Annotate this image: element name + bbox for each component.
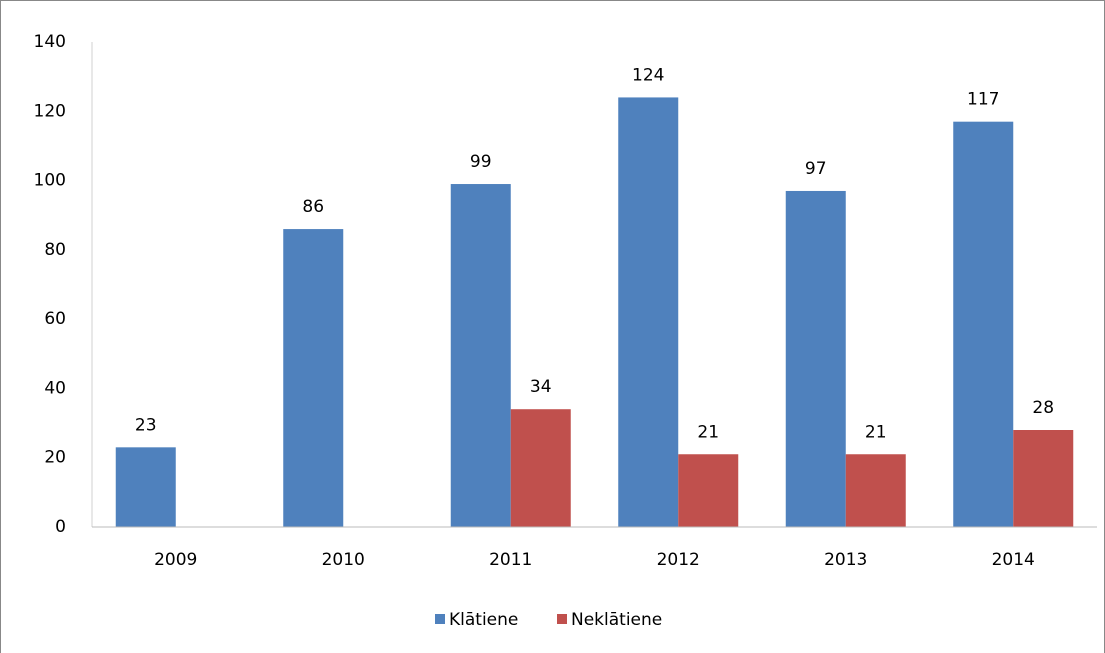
- bar: [618, 97, 679, 527]
- x-tick-label: 2012: [657, 550, 700, 570]
- data-label: 23: [135, 415, 157, 435]
- x-tick-label: 2014: [992, 550, 1035, 570]
- legend-swatch: [557, 614, 567, 624]
- bar: [845, 454, 906, 527]
- y-tick-label: 140: [34, 32, 66, 52]
- bar: [510, 409, 571, 527]
- x-tick-label: 2010: [322, 550, 365, 570]
- data-label: 86: [302, 197, 324, 217]
- y-tick-label: 40: [44, 378, 66, 398]
- bar: [283, 229, 344, 528]
- y-tick-label: 100: [34, 171, 66, 191]
- data-label: 117: [967, 90, 999, 110]
- bar: [115, 447, 176, 527]
- y-tick-label: 0: [55, 517, 66, 537]
- y-tick-label: 80: [44, 240, 66, 260]
- data-label: 21: [697, 422, 719, 442]
- data-label: 34: [530, 377, 552, 397]
- bar: [953, 121, 1014, 527]
- bar: [785, 190, 846, 527]
- legend-label: Klātiene: [449, 610, 518, 630]
- legend-swatch: [435, 614, 445, 624]
- data-label: 97: [805, 159, 827, 179]
- data-label: 99: [470, 152, 492, 172]
- legend-label: Neklātiene: [571, 610, 662, 630]
- y-tick-label: 60: [44, 309, 66, 329]
- y-tick-label: 20: [44, 448, 66, 468]
- x-tick-label: 2013: [824, 550, 867, 570]
- bar: [678, 454, 739, 527]
- bar: [1013, 430, 1074, 527]
- bar: [450, 184, 511, 528]
- data-label: 28: [1032, 398, 1054, 418]
- data-label: 21: [865, 422, 887, 442]
- data-label: 124: [632, 65, 664, 85]
- x-tick-label: 2011: [489, 550, 532, 570]
- y-tick-label: 120: [34, 101, 66, 121]
- x-tick-label: 2009: [154, 550, 197, 570]
